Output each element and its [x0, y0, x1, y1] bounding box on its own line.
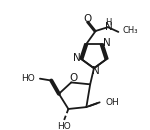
- Text: CH₃: CH₃: [122, 27, 138, 35]
- Text: O: O: [83, 14, 91, 24]
- Text: HO: HO: [21, 74, 35, 83]
- Text: HO: HO: [57, 122, 70, 130]
- Text: O: O: [69, 73, 77, 83]
- Text: N: N: [103, 38, 110, 48]
- Text: N: N: [92, 66, 100, 76]
- Text: N: N: [105, 22, 113, 32]
- Text: N: N: [73, 53, 80, 63]
- Text: OH: OH: [105, 98, 119, 107]
- Text: H: H: [105, 18, 111, 27]
